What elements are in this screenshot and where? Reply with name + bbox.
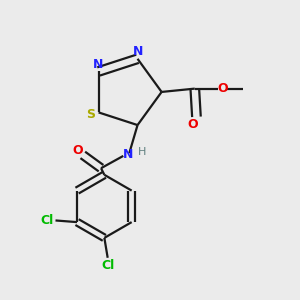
- Text: H: H: [138, 147, 146, 157]
- Text: N: N: [133, 45, 144, 58]
- Text: Cl: Cl: [40, 214, 54, 227]
- Text: O: O: [217, 82, 228, 95]
- Text: O: O: [72, 144, 83, 158]
- Text: Cl: Cl: [101, 259, 114, 272]
- Text: N: N: [122, 148, 133, 161]
- Text: O: O: [188, 118, 198, 130]
- Text: N: N: [92, 58, 103, 71]
- Text: S: S: [86, 108, 95, 121]
